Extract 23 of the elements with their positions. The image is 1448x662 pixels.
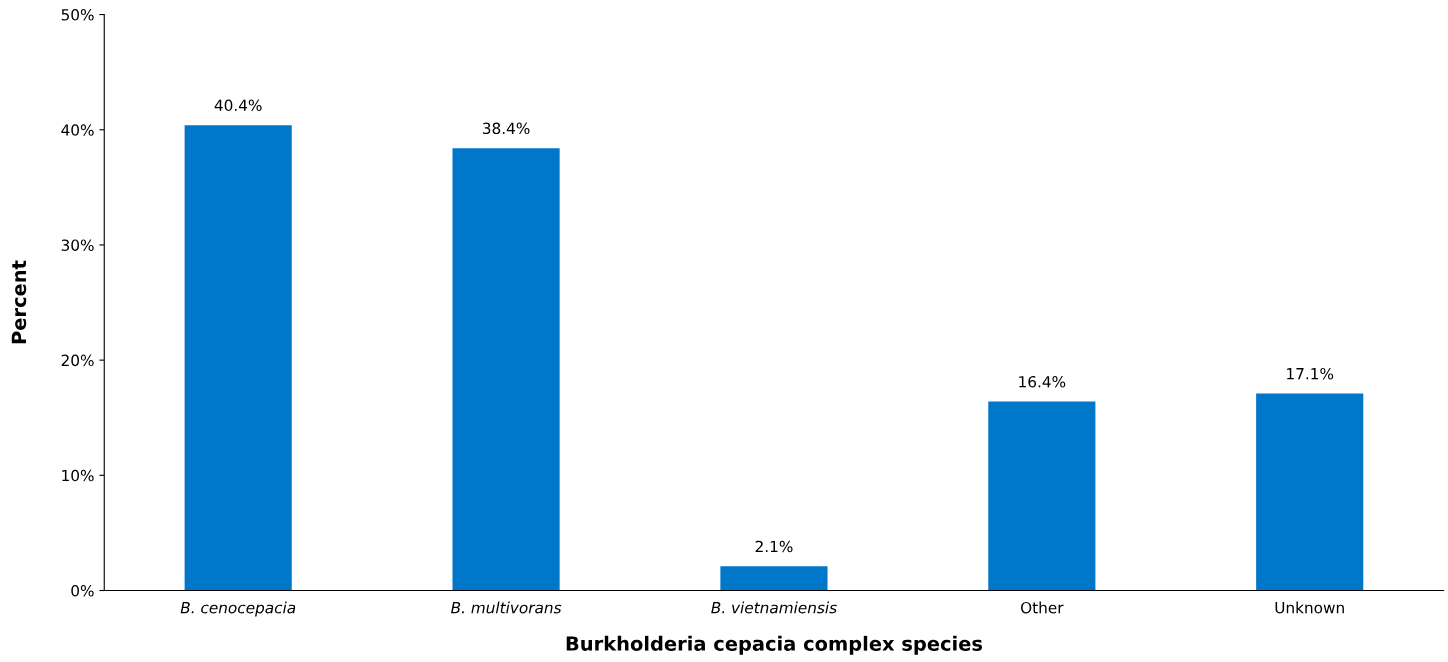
bar [452, 148, 560, 591]
bar [988, 401, 1096, 591]
data-label: 2.1% [755, 540, 793, 553]
x-tick-label: B. cenocepacia [180, 601, 296, 617]
y-tick-label: 10% [62, 469, 94, 482]
y-tick-label: 50% [61, 9, 94, 21]
x-axis-title: Burkholderia cepacia complex species [566, 635, 983, 655]
bar [1256, 393, 1364, 591]
y-tick-label: 0% [71, 584, 94, 597]
x-tick-label: Unknown [1275, 601, 1344, 614]
data-label: 16.4% [1019, 375, 1066, 388]
bar [184, 125, 292, 591]
y-axis-title: Percent [11, 260, 27, 344]
data-label: 40.4% [214, 99, 262, 112]
x-tick-label: B. multivorans [451, 601, 562, 614]
data-label: 17.1% [1287, 367, 1334, 380]
x-tick-label: B. vietnamiensis [711, 601, 837, 614]
y-tick-label: 30% [61, 239, 94, 251]
x-tick-label: Other [1021, 601, 1064, 614]
data-label: 38.4% [482, 122, 530, 135]
y-tick-label: 20% [61, 354, 94, 367]
bar [720, 566, 828, 591]
y-tick-label: 40% [61, 124, 94, 136]
